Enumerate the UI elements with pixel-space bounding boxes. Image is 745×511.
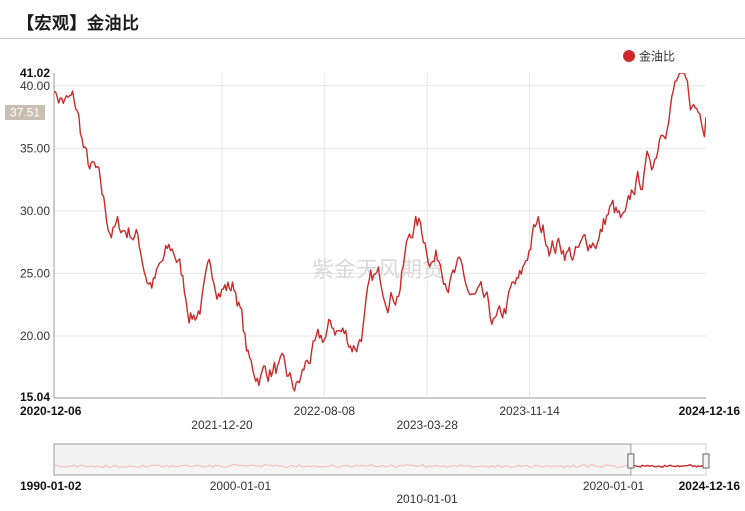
current-value-label: 37.51 xyxy=(10,106,40,120)
y-tick-label: 41.02 xyxy=(20,66,50,80)
legend-swatch xyxy=(623,50,635,62)
y-tick-label: 25.00 xyxy=(20,266,50,280)
legend-label: 金油比 xyxy=(639,49,675,64)
y-tick-label: 15.04 xyxy=(20,390,50,404)
series-line xyxy=(54,73,706,392)
x-tick-label: 2023-11-14 xyxy=(499,404,560,418)
legend[interactable]: 金油比 xyxy=(623,49,675,64)
x-tick-label: 2021-12-20 xyxy=(191,418,253,432)
navigator-tick-label: 2010-01-01 xyxy=(396,492,458,506)
x-axis: 2020-12-06 2022-08-08 2023-11-14 2024-12-16… xyxy=(20,404,740,432)
grid xyxy=(53,73,706,399)
x-tick-label: 2024-12-16 xyxy=(679,404,741,418)
x-tick-label: 2023-03-28 xyxy=(397,418,459,432)
title-bar: 【宏观】金油比 xyxy=(0,0,745,39)
navigator-tick-label: 2020-01-01 xyxy=(583,479,645,493)
navigator-tick-label: 2024-12-16 xyxy=(679,479,741,493)
x-tick-label: 2020-12-06 xyxy=(20,404,82,418)
y-tick-label: 30.00 xyxy=(20,204,50,218)
navigator-right-handle[interactable] xyxy=(702,453,710,469)
current-value-marker: 37.51 xyxy=(5,105,45,120)
series-layer xyxy=(54,73,706,392)
current-value-bg xyxy=(5,105,45,120)
navigator[interactable]: 1990-01-02 2020-01-01 2024-12-16 2000-01-01… xyxy=(20,443,741,506)
navigator-outside-range xyxy=(53,443,632,476)
y-tick-label: 20.00 xyxy=(20,329,50,343)
navigator-selected-line xyxy=(630,464,707,468)
navigator-left-handle[interactable] xyxy=(627,453,635,469)
navigator-tick-label: 1990-01-02 xyxy=(20,479,82,493)
page-title: 【宏观】金油比 xyxy=(17,14,140,34)
x-tick-label: 2022-08-08 xyxy=(294,404,356,418)
navigator-history-line xyxy=(53,463,632,469)
navigator-tick-label: 2000-01-01 xyxy=(210,479,272,493)
y-tick-label: 40.00 xyxy=(20,79,50,93)
y-tick-label: 35.00 xyxy=(20,141,50,155)
